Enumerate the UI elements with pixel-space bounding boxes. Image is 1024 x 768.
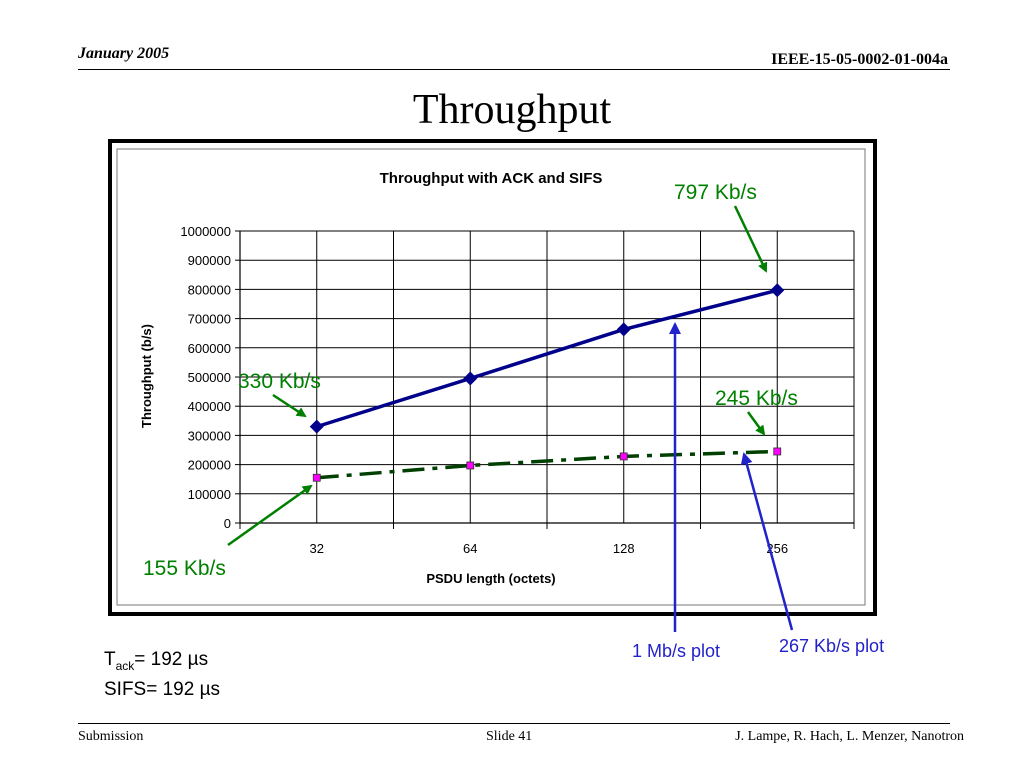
tack-symbol: T: [104, 649, 116, 670]
y-tick-label: 500000: [188, 370, 231, 385]
footer-submission: Submission: [78, 729, 144, 744]
timing-notes: Tack= 192 µs SIFS= 192 µs: [104, 648, 220, 702]
annotation-797: 797 Kb/s: [674, 181, 757, 204]
series-1-line: [316, 288, 778, 429]
series-2-point: [773, 447, 782, 456]
header-divider: [78, 69, 950, 70]
x-tick-labels: 32 64 128 256: [310, 541, 789, 556]
arrow-155: [227, 484, 313, 547]
y-tick-label: 900000: [188, 253, 231, 268]
y-axis-label: Throughput (b/s): [139, 324, 154, 428]
tack-value: = 192 µs: [134, 649, 209, 670]
x-axis-label: PSDU length (octets): [426, 571, 555, 586]
y-tick-label: 100000: [188, 487, 231, 502]
annotation-155: 155 Kb/s: [143, 557, 226, 580]
footer-authors: J. Lampe, R. Hach, L. Menzer, Nanotron: [735, 729, 964, 744]
header-date: January 2005: [78, 45, 170, 62]
series-1-point: [770, 283, 785, 298]
slide-title: Throughput: [412, 87, 612, 133]
series-1-point: [309, 419, 324, 434]
chart-grid: [240, 230, 855, 523]
sifs-note: SIFS= 192 µs: [104, 678, 221, 700]
annotation-245: 245 Kb/s: [715, 387, 798, 410]
x-tick-label: 128: [613, 541, 635, 556]
y-tick-label: 700000: [188, 312, 231, 327]
chart-series: [309, 283, 785, 482]
chart-title: Throughput with ACK and SIFS: [380, 170, 603, 187]
label-267kb-plot: 267 Kb/s plot: [779, 636, 884, 656]
y-tick-label: 0: [224, 516, 231, 531]
y-tick-label: 600000: [188, 341, 231, 356]
tack-note: Tack= 192 µs: [104, 648, 220, 678]
footer-divider: [78, 723, 950, 724]
arrow-330: [272, 393, 307, 418]
y-tick-labels: 0 100000 200000 300000 400000 500000 600000 700…: [180, 224, 231, 531]
series-1-point: [616, 322, 631, 337]
chart-axes: [235, 230, 855, 529]
y-tick-label: 1000000: [180, 224, 231, 239]
x-tick-label: 32: [310, 541, 324, 556]
series-2-point: [466, 461, 475, 470]
y-tick-label: 800000: [188, 282, 231, 297]
series-2-point: [312, 473, 321, 482]
series-2-line: [316, 449, 778, 480]
arrow-267kb-plot: [740, 452, 794, 631]
annotation-330: 330 Kb/s: [238, 370, 321, 393]
arrow-797: [733, 205, 768, 273]
x-tick-label: 64: [463, 541, 477, 556]
arrow-245: [746, 411, 766, 436]
label-1mb-plot: 1 Mb/s plot: [632, 641, 720, 661]
footer-slide-number: Slide 41: [486, 729, 533, 744]
header-doc-id: IEEE-15-05-0002-01-004a: [771, 51, 948, 68]
y-tick-label: 400000: [188, 399, 231, 414]
series-1-point: [463, 371, 478, 386]
tack-subscript: ack: [115, 658, 135, 673]
series-2-point: [619, 452, 628, 461]
y-tick-label: 300000: [188, 428, 231, 443]
y-tick-label: 200000: [188, 458, 231, 473]
